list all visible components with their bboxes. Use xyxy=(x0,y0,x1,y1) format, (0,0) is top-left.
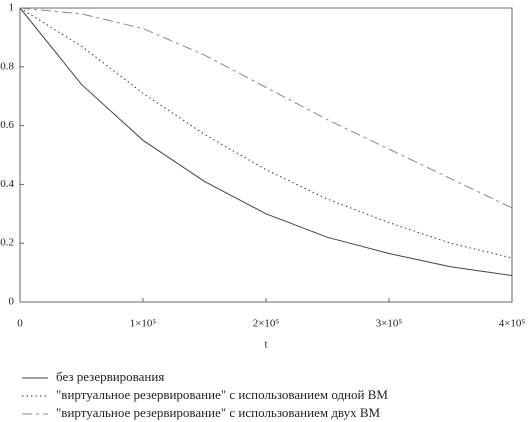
legend: без резервирования "виртуальное резервиро… xyxy=(22,369,388,420)
x-axis-label: t xyxy=(264,339,267,351)
x-tick-label: 1×10⁵ xyxy=(130,318,157,330)
y-tick-label: 0.6 xyxy=(0,119,14,131)
y-tick-label: 1 xyxy=(9,2,15,14)
series-line xyxy=(19,7,513,209)
x-tick-label: 3×10⁵ xyxy=(376,318,403,330)
x-tick-label: 4×10⁵ xyxy=(499,318,526,330)
series-line xyxy=(19,7,513,277)
series-line xyxy=(19,7,513,259)
plot-frame xyxy=(19,7,513,303)
legend-label: "виртуальное резервирование" с использов… xyxy=(56,405,381,420)
y-tick-label: 0 xyxy=(9,296,15,308)
y-tick-label: 0.4 xyxy=(0,178,14,190)
x-tick-label: 0 xyxy=(17,318,23,330)
y-tick-label: 0.2 xyxy=(0,237,14,249)
legend-label: "виртуальное резервирование" с использов… xyxy=(56,387,388,402)
legend-label: без резервирования xyxy=(56,369,164,384)
y-tick-label: 0.8 xyxy=(0,60,14,72)
x-tick-label: 2×10⁵ xyxy=(253,318,280,330)
